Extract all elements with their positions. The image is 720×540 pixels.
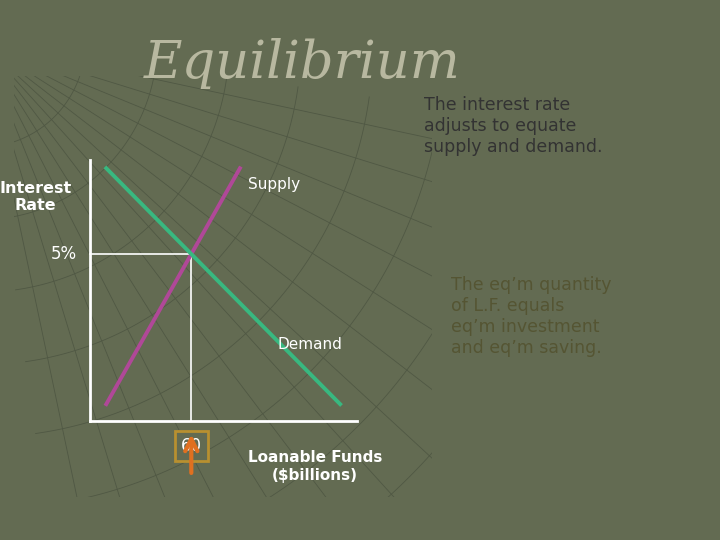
Text: Loanable Funds
($billions): Loanable Funds ($billions) [248, 450, 382, 483]
Text: Interest
Rate: Interest Rate [0, 181, 71, 213]
Text: Equilibrium: Equilibrium [144, 38, 461, 89]
Text: 60: 60 [181, 437, 202, 455]
Text: Demand: Demand [277, 337, 343, 352]
Text: 5%: 5% [51, 245, 77, 263]
Text: The interest rate
adjusts to equate
supply and demand.: The interest rate adjusts to equate supp… [424, 96, 603, 156]
Text: The eq’m quantity
of L.F. equals
eq’m investment
and eq’m saving.: The eq’m quantity of L.F. equals eq’m in… [451, 276, 612, 357]
Text: Supply: Supply [248, 177, 300, 192]
